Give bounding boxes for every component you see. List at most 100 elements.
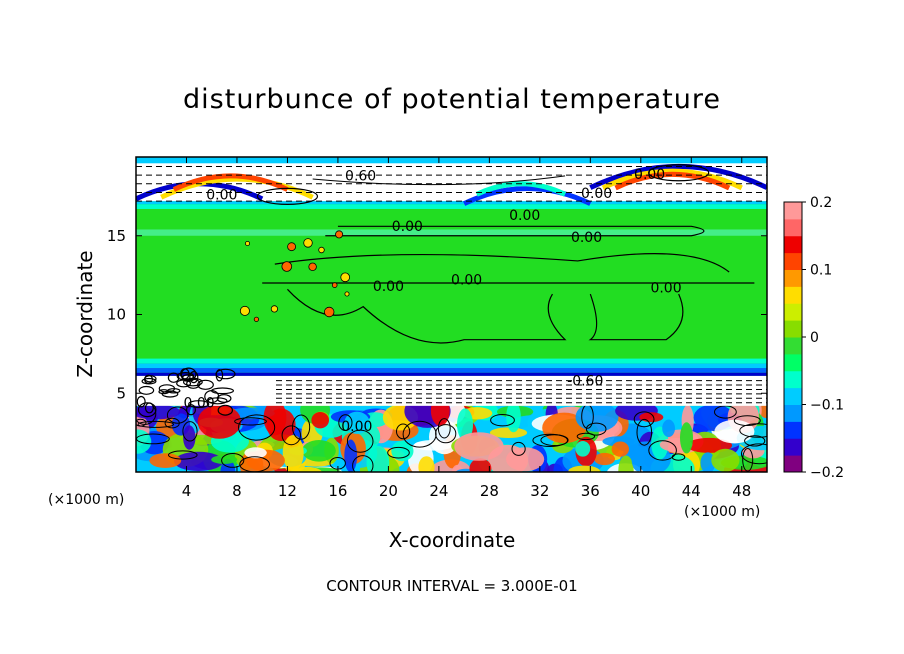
speckle — [239, 305, 250, 316]
turbulence-blob — [344, 439, 358, 472]
x-tick-label: 48 — [732, 482, 751, 500]
lower-contour — [166, 406, 189, 424]
stable-turbulent-contour — [141, 377, 157, 385]
x-tick-label: 16 — [328, 482, 347, 500]
x-tick-label: 24 — [429, 482, 448, 500]
turbulence-blob — [575, 402, 619, 432]
x-tick-label: 28 — [480, 482, 499, 500]
turbulence-blob — [263, 399, 287, 436]
stable-turbulent-contour — [138, 385, 155, 395]
colorbar-swatch — [784, 438, 802, 456]
turbulence-blob — [711, 448, 740, 472]
upper-closed-contour — [648, 164, 710, 182]
lower-contour — [182, 421, 198, 442]
stable-turbulent-contour — [189, 371, 199, 384]
turbulence-blob — [366, 445, 390, 472]
turbulence-blob — [454, 432, 504, 461]
lower-contour — [396, 423, 411, 440]
contour-interval-note: CONTOUR INTERVAL = 3.000E-01 — [326, 577, 578, 595]
colorbar-swatch — [784, 353, 802, 372]
turbulence-blob — [282, 435, 304, 471]
turbulence-blob — [244, 447, 267, 459]
stable-transition-strip — [136, 358, 767, 364]
contour-label: 0.00 — [341, 419, 372, 435]
upper-edge-band — [136, 157, 767, 164]
y-tick-label: 10 — [107, 306, 126, 324]
contour-label: 0.00 — [373, 279, 404, 295]
lower-contour — [671, 453, 686, 461]
lower-contour — [435, 424, 457, 444]
turbulence-blob — [602, 436, 635, 447]
colorbar-tick-label: 0.2 — [810, 195, 832, 211]
contour-label: 0.00 — [571, 230, 602, 246]
upper-color-arc — [601, 168, 743, 191]
stable-layer-stripe — [136, 368, 767, 373]
colorbar-swatch — [784, 269, 802, 287]
turbulence-blob — [568, 465, 600, 472]
stable-turbulent-contour — [186, 378, 201, 389]
speckle — [270, 305, 278, 313]
lower-contour — [714, 405, 737, 419]
speckle — [335, 230, 344, 239]
turbulence-blob — [489, 427, 528, 439]
turbulence-blob — [575, 441, 591, 457]
contour-label: -0.60 — [567, 373, 603, 389]
zero-contour-line — [325, 225, 705, 237]
lower-contour — [633, 411, 655, 428]
turbulence-blob — [542, 412, 587, 444]
stable-layer-stripe — [136, 363, 767, 369]
colorbar-swatch — [784, 286, 802, 304]
colorbar-swatch — [784, 320, 802, 338]
stable-turbulent-contour — [167, 372, 180, 383]
turbulence-blob — [631, 445, 645, 472]
turbulence-blob — [136, 404, 181, 420]
zero-contour-line — [588, 293, 684, 341]
turbulence-blob — [651, 426, 669, 460]
speckle — [303, 238, 313, 248]
x-tick-label: 4 — [182, 482, 192, 500]
lower-contour — [281, 425, 301, 446]
colorbar-swatch — [784, 404, 802, 422]
upper-color-arc — [463, 186, 592, 206]
speckle — [281, 261, 293, 272]
colorbar-swatch — [784, 387, 802, 405]
stable-turbulent-contour — [204, 390, 220, 404]
colorbar: 0.2 0.1 0 −0.1 −0.2 — [783, 195, 844, 481]
turbulence-blob — [418, 456, 435, 472]
x-unit-left: (×1000 m) — [48, 492, 124, 508]
turbulence-blob — [136, 429, 152, 454]
contour-label: 0.00 — [206, 188, 237, 204]
colorbar-swatch — [784, 218, 802, 237]
speckle — [340, 272, 351, 283]
y-tick-label: 5 — [116, 384, 126, 402]
lower-contour — [744, 435, 766, 447]
lower-contour — [532, 433, 569, 447]
stable-turbulent-contour — [158, 389, 170, 395]
chart-title: disturbunce of potential temperature — [183, 84, 721, 115]
colorbar-tick-label: 0 — [810, 330, 819, 346]
turbulence-blob — [680, 422, 693, 454]
lower-contour — [490, 414, 515, 427]
upper-layer-stripe — [136, 204, 767, 209]
contour-label: 0.00 — [392, 219, 423, 235]
colorbar-swatch — [784, 370, 802, 389]
turbulence-blob — [618, 455, 634, 472]
stable-turbulent-contour — [217, 404, 233, 416]
x-tick-label: 32 — [530, 482, 549, 500]
lower-contour — [234, 417, 267, 426]
turbulence-blob — [183, 425, 196, 450]
upper-solid-contour — [312, 175, 566, 186]
lower-contour — [648, 440, 677, 461]
stable-turbulent-contour — [182, 377, 203, 387]
speckle — [324, 306, 335, 318]
x-tick-label: 20 — [379, 482, 398, 500]
lower-contour — [511, 441, 526, 456]
turbulence-blob — [149, 453, 182, 468]
stable-turbulent-contour — [216, 394, 232, 403]
contour-label: 0.60 — [345, 169, 376, 185]
contour-label: 0.00 — [184, 395, 215, 411]
contour-label: 0.00 — [650, 280, 681, 296]
speckle — [287, 242, 297, 252]
lower-contour — [168, 450, 198, 460]
turbulence-blob — [469, 458, 492, 472]
